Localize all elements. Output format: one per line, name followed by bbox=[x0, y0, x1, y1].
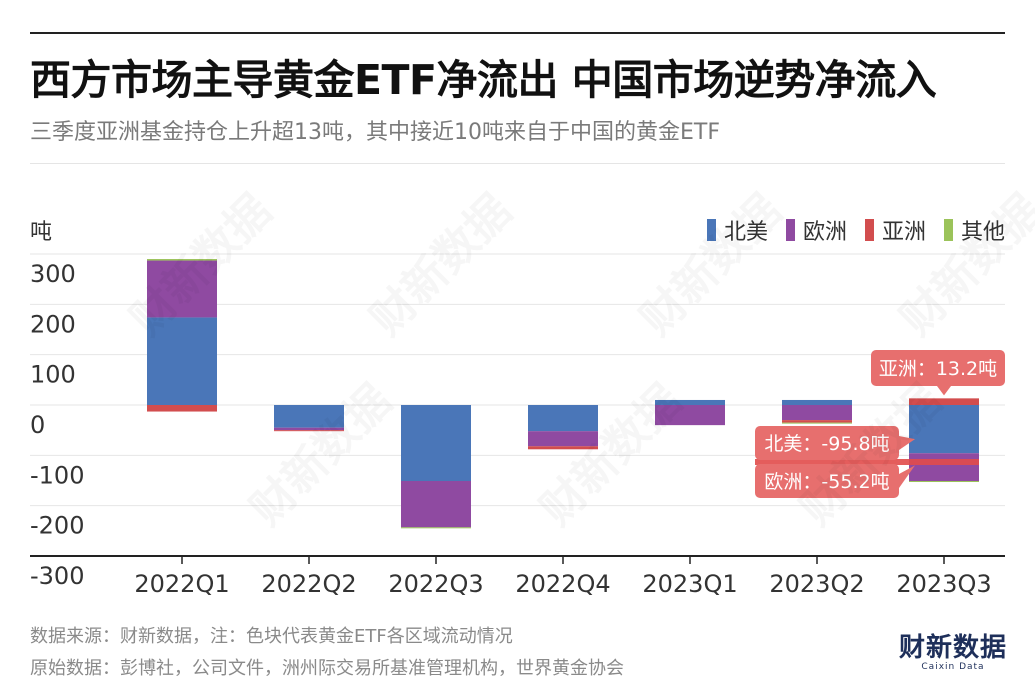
y-tick-label: -100 bbox=[30, 461, 84, 489]
legend-item-asia: 亚洲 bbox=[864, 214, 926, 246]
bar-segment bbox=[782, 420, 852, 423]
bar-segment bbox=[274, 430, 344, 432]
bar-segment bbox=[782, 405, 852, 421]
y-tick-label: 300 bbox=[30, 260, 76, 288]
legend: 北美 欧洲 亚洲 其他 bbox=[706, 214, 1005, 246]
annotation-pointer bbox=[899, 436, 915, 450]
bar-segment bbox=[782, 422, 852, 424]
annotation-box bbox=[755, 426, 899, 460]
data-annotation: 欧洲：-55.2吨 bbox=[755, 464, 915, 498]
bar-segment bbox=[655, 405, 725, 426]
y-tick-label: 100 bbox=[30, 361, 76, 389]
x-tick-label: 2022Q2 bbox=[261, 570, 356, 598]
bar-segment bbox=[909, 398, 979, 405]
legend-swatch bbox=[785, 219, 795, 241]
annotation-label: 亚洲：13.2吨 bbox=[879, 358, 997, 380]
legend-label: 欧洲 bbox=[802, 220, 847, 245]
annotation-box bbox=[871, 350, 1005, 386]
x-tick-label: 2022Q1 bbox=[134, 570, 229, 598]
brand-logo: 财新数据 Caixin Data bbox=[899, 634, 1007, 672]
x-tick-label: 2022Q3 bbox=[388, 570, 483, 598]
brand-logo-subtext: Caixin Data bbox=[921, 662, 985, 672]
bar-segment bbox=[401, 481, 471, 528]
legend-item-north-america: 北美 bbox=[706, 214, 768, 246]
annotation-pointer bbox=[937, 386, 951, 396]
y-tick-label: 0 bbox=[30, 411, 45, 439]
data-annotation: 亚洲：13.2吨 bbox=[871, 350, 1005, 396]
bar-segment bbox=[274, 427, 344, 431]
chart-subtitle: 三季度亚洲基金持仓上升超13吨，其中接近10吨来自于中国的黄金ETF bbox=[30, 120, 720, 145]
x-tick-label: 2022Q4 bbox=[515, 570, 610, 598]
bar-segment bbox=[655, 399, 725, 405]
x-tick-label: 2023Q3 bbox=[896, 570, 991, 598]
footnote-original-data: 原始数据：彭博社，公司文件，洲州际交易所基准管理机构，世界黄金协会 bbox=[30, 658, 624, 679]
y-axis-unit: 吨 bbox=[30, 220, 53, 245]
chart-title: 西方市场主导黄金ETF净流出 中国市场逆势净流入 bbox=[30, 56, 937, 104]
annotation-label: 欧洲：-55.2吨 bbox=[764, 471, 889, 493]
bar-segment bbox=[147, 317, 217, 405]
bar-segment bbox=[528, 405, 598, 432]
legend-item-europe: 欧洲 bbox=[785, 214, 847, 246]
y-tick-label: 200 bbox=[30, 310, 76, 338]
annotation-pointer bbox=[899, 465, 915, 488]
legend-swatch bbox=[864, 219, 874, 241]
bar-segment bbox=[274, 405, 344, 428]
y-tick-label: -300 bbox=[30, 562, 84, 590]
bar-segment bbox=[909, 453, 979, 482]
bar-segment bbox=[528, 446, 598, 450]
bar-segment bbox=[147, 405, 217, 412]
bar-segment bbox=[782, 399, 852, 405]
legend-swatch bbox=[943, 219, 953, 241]
data-annotation: 北美：-95.8吨 bbox=[755, 426, 915, 460]
bar-segment bbox=[909, 481, 979, 483]
bar-segment bbox=[909, 405, 979, 454]
bar-segment bbox=[528, 431, 598, 447]
subtitle-divider bbox=[30, 163, 1005, 164]
bar-segment bbox=[401, 405, 471, 482]
legend-swatch bbox=[706, 219, 716, 241]
legend-label: 其他 bbox=[960, 220, 1005, 245]
legend-item-other: 其他 bbox=[943, 214, 1005, 246]
annotation-box bbox=[755, 464, 899, 498]
bar-segment bbox=[147, 259, 217, 261]
x-tick-label: 2023Q1 bbox=[642, 570, 737, 598]
legend-label: 北美 bbox=[723, 220, 768, 245]
bar-segment bbox=[401, 527, 471, 529]
legend-label: 亚洲 bbox=[881, 220, 926, 245]
footnote-source: 数据来源：财新数据，注：色块代表黄金ETF各区域流动情况 bbox=[30, 626, 513, 647]
bar-segment bbox=[147, 260, 217, 318]
brand-logo-text: 财新数据 bbox=[898, 633, 1007, 663]
x-tick-label: 2023Q2 bbox=[769, 570, 864, 598]
top-rule bbox=[30, 32, 1005, 34]
annotation-label: 北美：-95.8吨 bbox=[764, 433, 889, 455]
y-tick-label: -200 bbox=[30, 512, 84, 540]
